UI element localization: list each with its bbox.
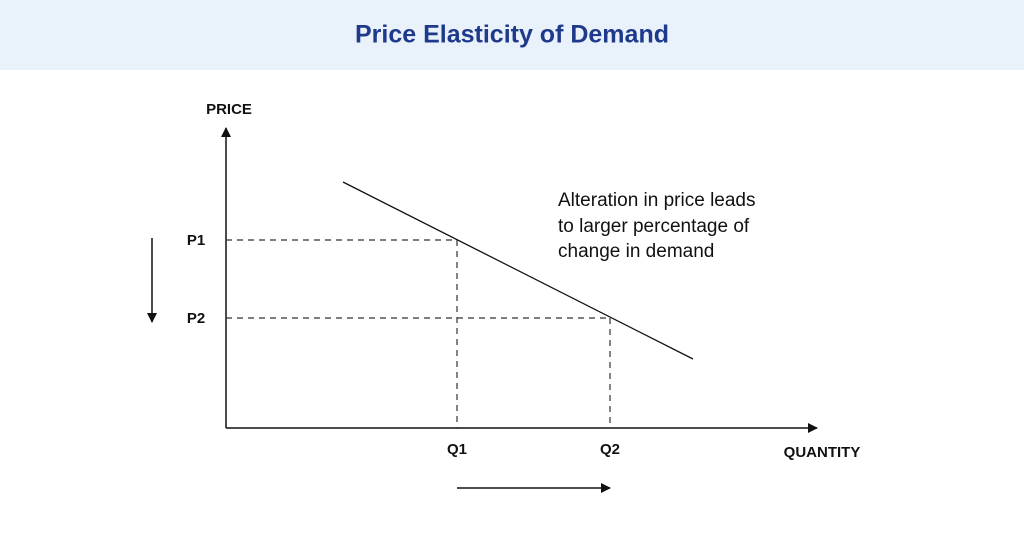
annotation-line: change in demand [558,241,714,262]
price-label: P2 [187,310,205,327]
y-axis-label: PRICE [206,101,252,118]
price-label: P1 [187,232,205,249]
title: Price Elasticity of Demand [355,21,669,49]
annotation-line: to larger percentage of [558,216,750,237]
quantity-label: Q1 [447,441,467,458]
header-band [0,0,1024,70]
x-axis-label: QUANTITY [784,444,861,461]
quantity-label: Q2 [600,441,620,458]
annotation-line: Alteration in price leads [558,190,756,211]
demand-curve [342,181,694,360]
